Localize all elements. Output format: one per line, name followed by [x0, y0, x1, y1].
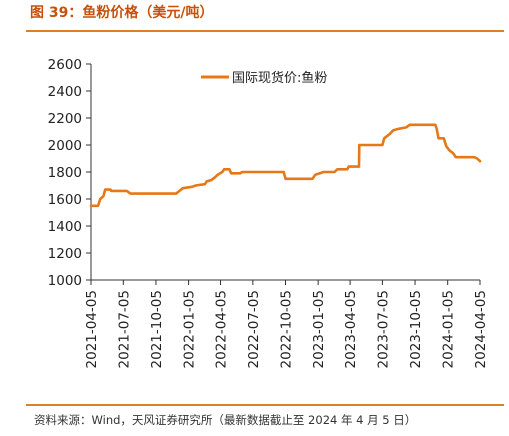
x-tick-label: 2024-01-05 — [441, 290, 457, 368]
y-tick-label: 2000 — [48, 138, 82, 154]
x-tick-label: 2023-07-05 — [375, 290, 391, 368]
x-tick-label: 2021-07-05 — [116, 290, 132, 368]
y-tick-label: 2200 — [48, 111, 82, 127]
y-axis: 1000 1200 1400 1600 1800 2000 2200 2400 2600 — [48, 57, 92, 289]
fishmeal-price-chart: 1000 1200 1400 1600 1800 2000 2200 2400 2600 202… — [48, 57, 489, 368]
x-tick-label: 2022-04-05 — [214, 290, 230, 368]
x-tick-label: 2023-01-05 — [311, 290, 327, 368]
x-tick-label: 2022-10-05 — [279, 290, 295, 368]
y-tick-label: 1000 — [48, 273, 82, 289]
legend: 国际现货价:鱼粉 — [201, 70, 327, 86]
y-tick-label: 2600 — [48, 57, 82, 73]
x-tick-label: 2023-04-05 — [343, 290, 359, 368]
figure-title: 图 39：鱼粉价格（美元/吨） — [30, 5, 214, 21]
y-tick-label: 1400 — [48, 219, 82, 235]
x-tick-label: 2024-04-05 — [473, 290, 489, 368]
x-tick-label: 2022-01-05 — [182, 290, 198, 368]
x-tick-label: 2021-04-05 — [84, 290, 100, 368]
y-tick-label: 1600 — [48, 192, 82, 208]
legend-label: 国际现货价:鱼粉 — [232, 70, 327, 86]
top-divider — [26, 30, 504, 32]
bottom-divider — [26, 404, 504, 406]
x-tick-label: 2021-10-05 — [149, 290, 165, 368]
y-tick-label: 2400 — [48, 84, 82, 100]
x-tick-label: 2022-07-05 — [246, 290, 262, 368]
series-line-fishmeal — [89, 123, 482, 208]
series-layer — [89, 123, 482, 208]
x-tick-label: 2023-10-05 — [408, 290, 424, 368]
y-tick-label: 1200 — [48, 246, 82, 262]
source-note: 资料来源：Wind，天风证券研究所（最新数据截止至 2024 年 4 月 5 日… — [34, 413, 417, 427]
x-axis: 2021-04-05 2021-07-05 2021-10-05 2022-01-05… — [84, 279, 489, 368]
y-tick-label: 1800 — [48, 165, 82, 181]
